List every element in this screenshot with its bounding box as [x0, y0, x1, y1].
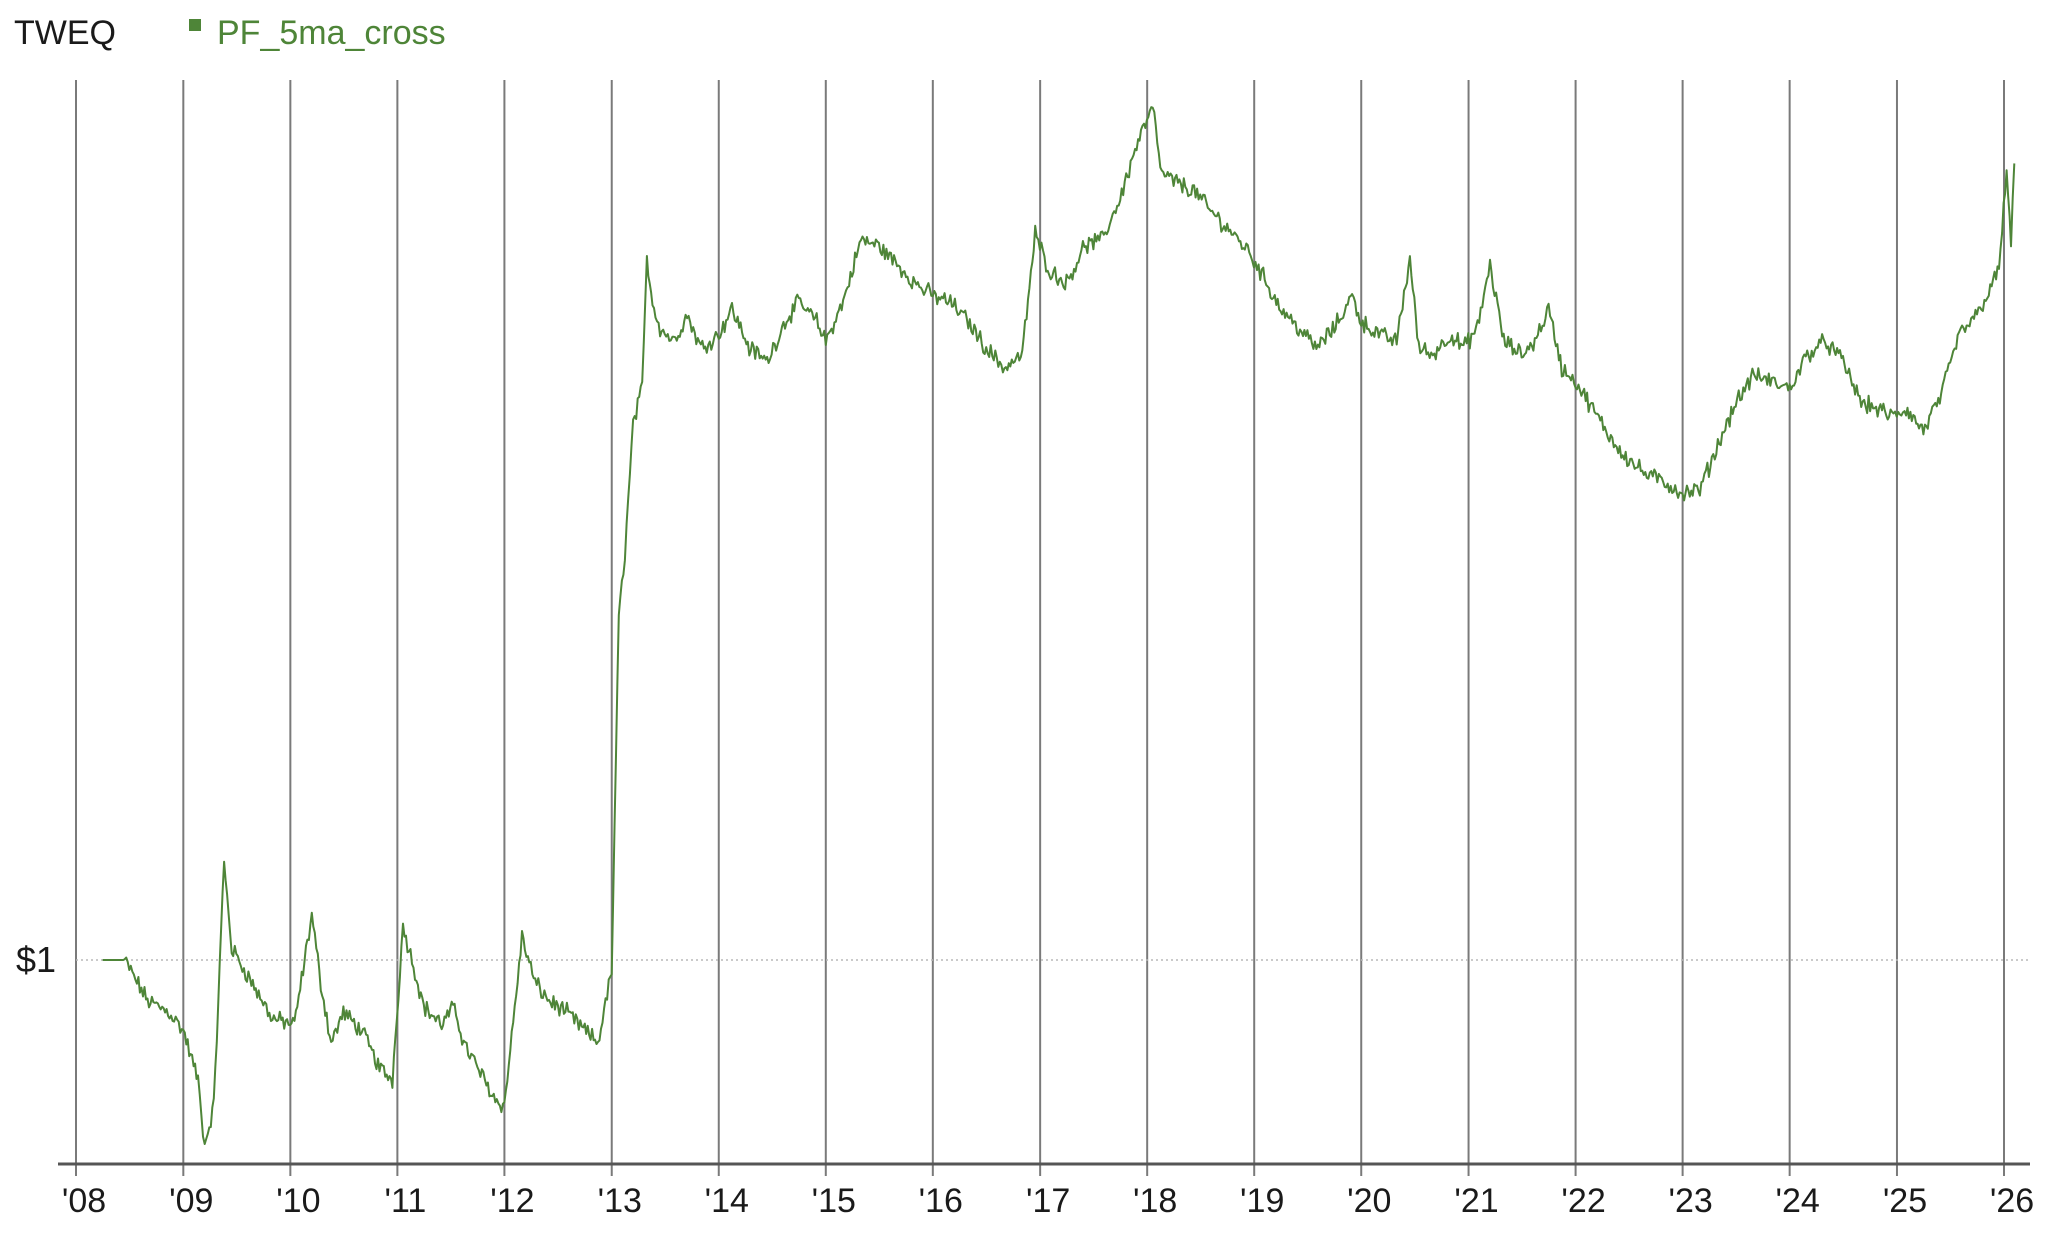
- x-tick-label: '14: [705, 1182, 749, 1220]
- x-tick-label: '23: [1668, 1182, 1712, 1220]
- x-tick-label: '21: [1454, 1182, 1498, 1220]
- x-axis-tick-labels: '08 '09 '10 '11 '12 '13 '14 '15 '16 '17 '18 '19 '20 '…: [62, 1182, 2034, 1220]
- y-reference-label: $1: [16, 939, 56, 980]
- series-line-pf-5ma-cross: [102, 106, 2016, 1145]
- x-tick-label: '17: [1026, 1182, 1070, 1220]
- x-tick-label: '16: [919, 1182, 963, 1220]
- legend-label: PF_5ma_cross: [217, 14, 446, 52]
- x-tick-label: '08: [62, 1182, 106, 1220]
- x-tick-label: '15: [812, 1182, 856, 1220]
- x-tick-label: '09: [169, 1182, 213, 1220]
- x-tick-label: '11: [384, 1182, 426, 1220]
- x-tick-label: '18: [1133, 1182, 1177, 1220]
- x-tick-label: '24: [1775, 1182, 1819, 1220]
- year-grid-lines: [75, 80, 2005, 1176]
- x-tick-label: '22: [1561, 1182, 1605, 1220]
- chart-title: TWEQ: [14, 14, 116, 52]
- x-tick-label: '12: [490, 1182, 534, 1220]
- legend: PF_5ma_cross: [189, 14, 446, 52]
- legend-swatch: [189, 19, 201, 31]
- x-tick-label: '26: [1990, 1182, 2034, 1220]
- x-tick-label: '25: [1883, 1182, 1927, 1220]
- x-tick-label: '13: [598, 1182, 642, 1220]
- x-tick-label: '20: [1347, 1182, 1391, 1220]
- x-tick-label: '10: [276, 1182, 320, 1220]
- x-tick-label: '19: [1240, 1182, 1284, 1220]
